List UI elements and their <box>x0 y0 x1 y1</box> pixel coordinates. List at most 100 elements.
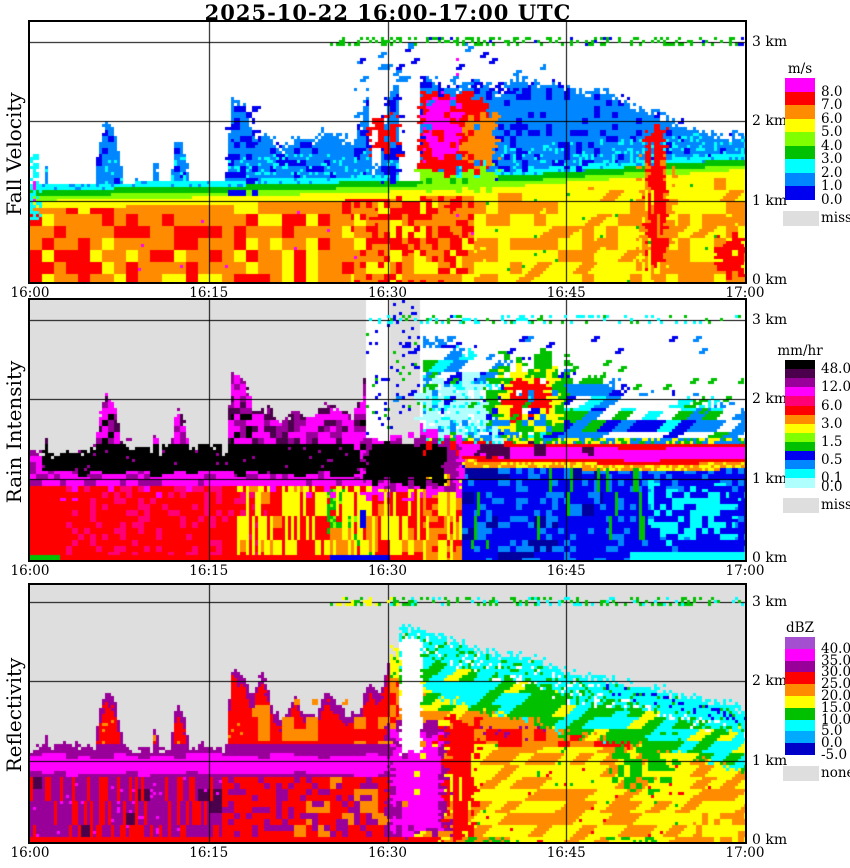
colorbar-2-miss-swatch <box>783 498 819 514</box>
colorbar-3-seg-3 <box>785 672 815 685</box>
colorbar-2-seg-2 <box>785 378 815 388</box>
colorbar-2-seg-9 <box>785 441 815 452</box>
colorbar-2-seg-8 <box>785 432 815 443</box>
colorbar-3-seg-0 <box>785 637 815 650</box>
panel-2-xtick-16:30: 16:30 <box>368 563 407 579</box>
colorbar-3-label-35.0: 35.0 <box>821 652 850 669</box>
panel-2-ytick-0km: 0 km <box>752 550 788 566</box>
colorbar-2-label-6.0: 6.0 <box>821 397 843 414</box>
panel-2-ytick-3km: 3 km <box>752 312 788 328</box>
colorbar-1-seg-3 <box>785 118 815 133</box>
colorbar-1-label-6.0: 6.0 <box>821 110 843 127</box>
colorbar-2-seg-13 <box>785 478 815 488</box>
colorbar-3-label-40.0: 40.0 <box>821 640 850 657</box>
colorbar-1-label-0.0: 0.0 <box>821 191 843 208</box>
panel-1-ylabel: Fall Velocity <box>2 92 26 216</box>
colorbar-2-label-3.0: 3.0 <box>821 415 843 432</box>
colorbar-2-seg-1 <box>785 369 815 379</box>
colorbar-1-miss-swatch <box>783 210 819 226</box>
colorbar-2-seg-11 <box>785 460 815 470</box>
panel-1-xtick-16:45: 16:45 <box>546 285 586 301</box>
colorbar-2-label-48.0: 48.0 <box>821 361 850 378</box>
colorbar-1-seg-6 <box>785 159 815 173</box>
panel-3-ytick-3km: 3 km <box>752 594 788 610</box>
panel-3-ytick-1km: 1 km <box>752 752 788 769</box>
colorbar-1-label-4.0: 4.0 <box>821 137 843 154</box>
panel-1-ytick-2km: 2 km <box>752 113 788 130</box>
colorbar-2-label-0.5: 0.5 <box>821 452 843 469</box>
panel-2-ytick-1km: 1 km <box>752 470 788 487</box>
colorbar-2-seg-5 <box>785 405 815 416</box>
colorbar-2-seg-4 <box>785 396 815 406</box>
colorbar-3-none-label: none <box>821 765 850 781</box>
colorbar-3-seg-7 <box>785 719 815 732</box>
panel-3-frame <box>28 583 747 844</box>
colorbar-3-unit: dBZ <box>786 620 814 636</box>
panel-1-frame <box>28 20 747 284</box>
colorbar-2-seg-3 <box>785 387 815 397</box>
panel-2-ytick-2km: 2 km <box>752 391 788 408</box>
colorbar-1-seg-0 <box>785 78 815 92</box>
colorbar-1-label-2.0: 2.0 <box>821 164 843 181</box>
colorbar-2-miss-label: miss <box>821 497 850 514</box>
panel-2-ylabel: Rain Intensity <box>2 360 26 504</box>
colorbar-2-seg-7 <box>785 423 815 434</box>
colorbar-3-label-20.0: 20.0 <box>821 688 850 704</box>
panel-3-ylabel: Reflectivity <box>2 657 26 773</box>
panel-3-xtick-16:00: 16:00 <box>10 845 50 861</box>
colorbar-2-label-12.0: 12.0 <box>821 379 850 396</box>
panel-2-xtick-16:00: 16:00 <box>10 563 50 579</box>
panel-1-ytick-0km: 0 km <box>752 272 788 288</box>
colorbar-3-label--5.0: -5.0 <box>821 747 848 763</box>
panel-1-ytick-3km: 3 km <box>752 34 788 50</box>
panel-3-xtick-17:00: 17:00 <box>725 845 765 861</box>
panel-1-heatmap <box>30 22 745 282</box>
colorbar-3-label-0.0: 0.0 <box>821 735 843 752</box>
colorbar-2-seg-6 <box>785 414 815 425</box>
panel-1-xtick-16:00: 16:00 <box>10 285 50 301</box>
panel-1-xtick-16:30: 16:30 <box>368 285 407 301</box>
colorbar-3-seg-6 <box>785 707 815 721</box>
colorbar-1-seg-2 <box>785 105 815 119</box>
colorbar-3-seg-4 <box>785 684 815 697</box>
colorbar-1-seg-5 <box>785 145 815 160</box>
panel-3-xtick-16:30: 16:30 <box>368 845 407 861</box>
colorbar-1-seg-7 <box>785 172 815 187</box>
panel-2-heatmap <box>30 300 745 560</box>
colorbar-1-seg-1 <box>785 91 815 106</box>
colorbar-3-seg-5 <box>785 696 815 709</box>
panel-2-xtick-17:00: 17:00 <box>725 563 765 579</box>
panel-2-frame <box>28 298 747 562</box>
colorbar-1-label-8.0: 8.0 <box>821 83 843 100</box>
colorbar-1-unit: m/s <box>787 61 813 77</box>
colorbar-2-label-0.1: 0.1 <box>821 470 843 487</box>
panel-1-ytick-1km: 1 km <box>752 192 788 209</box>
panel-3-ytick-0km: 0 km <box>752 832 788 848</box>
panel-3-xtick-16:45: 16:45 <box>546 845 586 861</box>
colorbar-3-none-swatch <box>783 766 819 781</box>
panel-3-heatmap <box>30 585 745 842</box>
colorbar-3-label-25.0: 25.0 <box>821 676 850 693</box>
panel-2-xtick-16:45: 16:45 <box>546 563 586 579</box>
colorbar-3-seg-8 <box>785 731 815 744</box>
colorbar-2-unit: mm/hr <box>777 343 823 359</box>
panel-3-ytick-2km: 2 km <box>752 673 788 690</box>
colorbar-3-label-10.0: 10.0 <box>821 711 850 728</box>
colorbar-3-label-15.0: 15.0 <box>821 699 850 716</box>
colorbar-2-label-0.0: 0.0 <box>821 479 843 496</box>
colorbar-1-seg-8 <box>785 186 815 200</box>
colorbar-2-seg-12 <box>785 469 815 479</box>
panel-1-xtick-17:00: 17:00 <box>725 285 765 301</box>
colorbar-1-label-7.0: 7.0 <box>821 97 843 113</box>
colorbar-3-label-5.0: 5.0 <box>821 723 843 740</box>
colorbar-3-seg-2 <box>785 660 815 673</box>
colorbar-3-seg-1 <box>785 648 815 662</box>
colorbar-2-seg-10 <box>785 451 815 461</box>
colorbar-2-label-1.5: 1.5 <box>821 433 843 450</box>
panel-3-xtick-16:15: 16:15 <box>189 845 229 861</box>
colorbar-2-seg-0 <box>785 360 815 370</box>
colorbar-1-miss-label: miss <box>821 209 850 226</box>
panel-2-xtick-16:15: 16:15 <box>189 563 229 579</box>
colorbar-1-seg-4 <box>785 132 815 146</box>
